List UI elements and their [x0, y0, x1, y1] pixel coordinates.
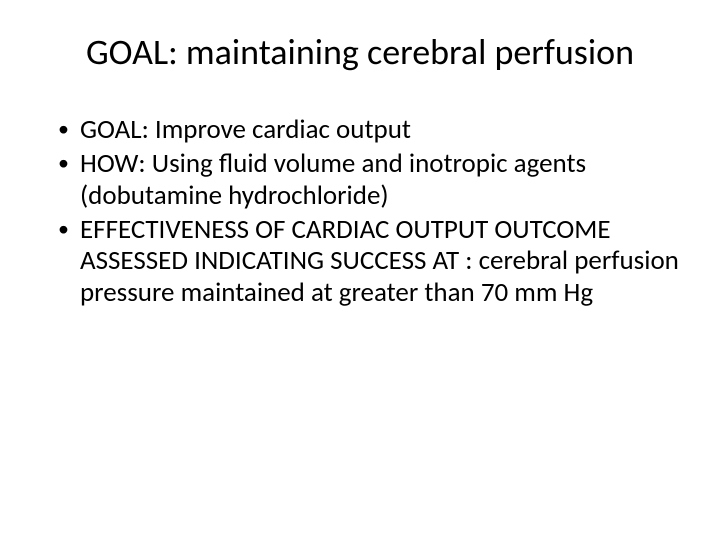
- list-item: GOAL: Improve cardiac output: [58, 114, 680, 146]
- list-item: HOW: Using fluid volume and inotropic ag…: [58, 148, 680, 212]
- slide-title: GOAL: maintaining cerebral perfusion: [40, 30, 680, 74]
- bullet-list: GOAL: Improve cardiac output HOW: Using …: [40, 114, 680, 309]
- slide-container: GOAL: maintaining cerebral perfusion GOA…: [0, 0, 720, 540]
- list-item: EFFECTIVENESS OF CARDIAC OUTPUT OUTCOME …: [58, 214, 680, 310]
